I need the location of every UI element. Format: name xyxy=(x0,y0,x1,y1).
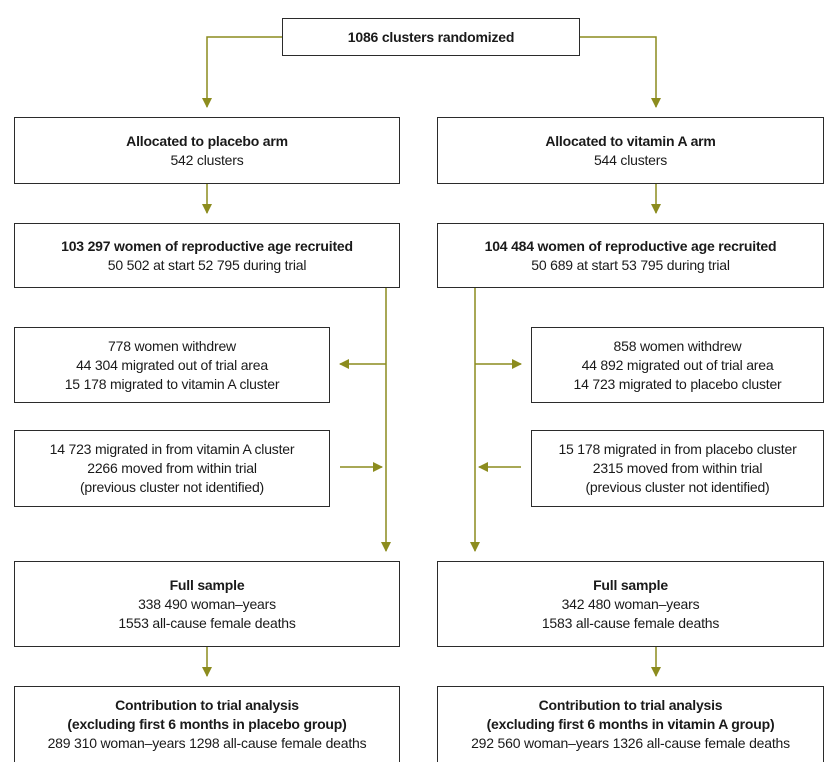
placebo-analysis-box: Contribution to trial analysis (excludin… xyxy=(14,686,400,762)
vitamin-analysis-detail: 292 560 woman–years 1326 all-cause femal… xyxy=(471,735,790,751)
vitamin-recruited-title: 104 484 women of reproductive age recrui… xyxy=(484,237,777,254)
placebo-full-woman-years: 338 490 woman–years xyxy=(138,595,276,612)
placebo-allocated-count: 542 clusters xyxy=(170,151,244,168)
vitamin-recruited-box: 104 484 women of reproductive age recrui… xyxy=(437,223,824,288)
placebo-migrated-in: 14 723 migrated in from vitamin A cluste… xyxy=(49,441,295,457)
placebo-recruited-title: 103 297 women of reproductive age recrui… xyxy=(61,237,353,254)
vitamin-allocated-box: Allocated to vitamin A arm 544 clusters xyxy=(437,117,824,184)
placebo-full-title: Full sample xyxy=(169,576,245,593)
vitamin-withdrew: 858 women withdrew xyxy=(613,337,742,354)
arrow-top-to-placebo xyxy=(202,36,282,108)
placebo-withdrew: 778 women withdrew xyxy=(108,337,236,354)
placebo-full-deaths: 1553 all-cause female deaths xyxy=(118,614,296,631)
vitamin-analysis-subtitle: (excluding first 6 months in vitamin A g… xyxy=(486,716,775,732)
placebo-analysis-title: Contribution to trial analysis xyxy=(115,697,299,713)
placebo-moved-within: 2266 moved from within trial xyxy=(87,460,257,476)
vitamin-cluster-not-identified: (previous cluster not identified) xyxy=(585,479,770,495)
placebo-out-box: 778 women withdrew 44 304 migrated out o… xyxy=(14,327,330,403)
placebo-analysis-detail: 289 310 woman–years 1298 all-cause femal… xyxy=(47,735,367,751)
vitamin-full-woman-years: 342 480 woman–years xyxy=(561,595,700,612)
vitamin-allocated-count: 544 clusters xyxy=(593,151,668,168)
randomized-box: 1086 clusters randomized xyxy=(282,18,580,56)
vitamin-full-box: Full sample 342 480 woman–years 1583 all… xyxy=(437,561,824,647)
vitamin-migrated-to-placebo: 14 723 migrated to placebo cluster xyxy=(573,375,782,392)
placebo-migrated-out: 44 304 migrated out of trial area xyxy=(76,356,268,373)
vitamin-recruited-detail: 50 689 at start 53 795 during trial xyxy=(531,256,730,273)
placebo-recruited-box: 103 297 women of reproductive age recrui… xyxy=(14,223,400,288)
vitamin-analysis-box: Contribution to trial analysis (excludin… xyxy=(437,686,824,762)
arrow-top-to-vitamin xyxy=(580,36,661,108)
placebo-analysis-subtitle: (excluding first 6 months in placebo gro… xyxy=(67,716,347,732)
vitamin-analysis-title: Contribution to trial analysis xyxy=(538,697,723,713)
placebo-cluster-not-identified: (previous cluster not identified) xyxy=(79,479,265,495)
vitamin-moved-within: 2315 moved from within trial xyxy=(592,460,763,476)
placebo-allocated-box: Allocated to placebo arm 542 clusters xyxy=(14,117,400,184)
placebo-allocated-title: Allocated to placebo arm xyxy=(126,132,288,149)
vitamin-in-box: 15 178 migrated in from placebo cluster … xyxy=(531,430,824,507)
vitamin-migrated-in: 15 178 migrated in from placebo cluster xyxy=(558,441,797,457)
placebo-recruited-detail: 50 502 at start 52 795 during trial xyxy=(107,256,307,273)
vitamin-full-deaths: 1583 all-cause female deaths xyxy=(541,614,720,631)
vitamin-full-title: Full sample xyxy=(593,576,668,593)
vitamin-allocated-title: Allocated to vitamin A arm xyxy=(545,132,716,149)
placebo-in-box: 14 723 migrated in from vitamin A cluste… xyxy=(14,430,330,507)
placebo-full-box: Full sample 338 490 woman–years 1553 all… xyxy=(14,561,400,647)
vitamin-out-box: 858 women withdrew 44 892 migrated out o… xyxy=(531,327,824,403)
randomized-title: 1086 clusters randomized xyxy=(347,28,515,45)
vitamin-migrated-out: 44 892 migrated out of trial area xyxy=(581,356,774,373)
placebo-migrated-to-vitamin: 15 178 migrated to vitamin A cluster xyxy=(64,375,280,392)
